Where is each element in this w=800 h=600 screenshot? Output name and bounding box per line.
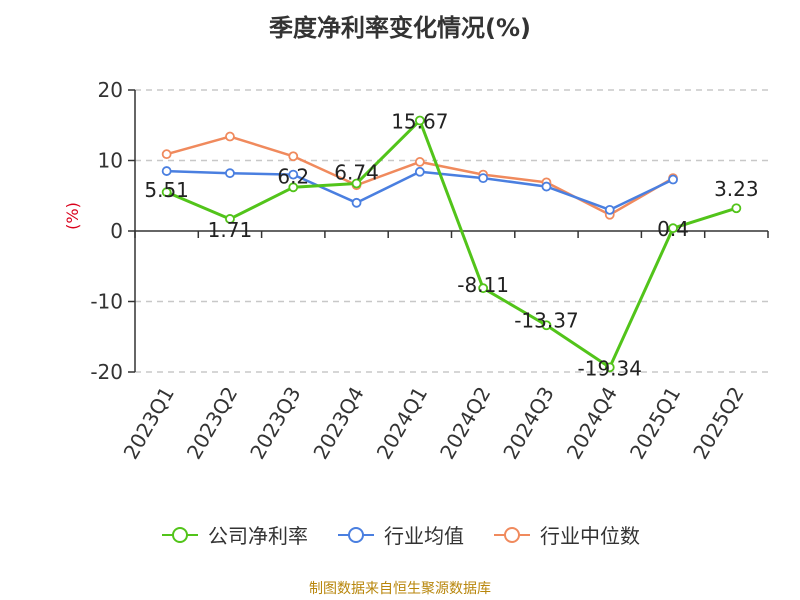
y-tick-label: 10 (98, 149, 123, 173)
data-point (351, 197, 362, 208)
data-label: 6.2 (277, 164, 309, 188)
data-point (161, 187, 172, 198)
data-label: -19.34 (578, 356, 642, 380)
data-label: 3.23 (714, 177, 759, 201)
data-label-layer: 5.51 1.71 6.2 6.74 15.67 -8.11-13.37-19.34 0.4… (144, 110, 758, 381)
data-point (414, 115, 425, 126)
x-tick-label: 2023Q4 (308, 383, 368, 464)
legend-label-industry-mean: 行业均值 (384, 524, 464, 548)
x-tick-label: 2024Q4 (562, 383, 622, 464)
data-point (668, 174, 678, 185)
data-point (478, 173, 489, 184)
data-point (478, 283, 489, 294)
legend-label-company: 公司净利率 (208, 524, 308, 548)
legend-item-industry-mean[interactable]: 行业均值 (336, 520, 464, 549)
data-point (414, 157, 425, 167)
data-point (225, 168, 235, 179)
legend-marker-industry-median (494, 526, 530, 543)
x-tick-label: 2023Q3 (245, 383, 305, 464)
legend-label-industry-median: 行业中位数 (540, 524, 640, 548)
data-point (288, 151, 299, 162)
chart-title: 季度净利率变化情况(%) (269, 14, 531, 42)
data-point (225, 131, 235, 142)
data-point (731, 203, 742, 214)
x-tick-label: 2024Q2 (435, 383, 495, 464)
legend-marker-industry-mean (338, 526, 374, 543)
y-tick-label: 20 (98, 78, 123, 102)
data-label: 6.74 (334, 160, 379, 184)
y-axis-label: (%) (63, 202, 82, 230)
legend-marker-company (162, 526, 198, 543)
data-point (604, 362, 615, 373)
data-point (351, 178, 362, 189)
data-point (668, 223, 678, 234)
source-note: 制图数据来自恒生聚源数据库 (309, 581, 491, 597)
series-layer (161, 115, 742, 373)
series-line-1 (166, 169, 674, 212)
data-label: -13.37 (514, 308, 578, 332)
data-label: 15.67 (391, 110, 448, 134)
data-label: 1.71 (208, 218, 253, 242)
data-point (161, 166, 172, 176)
y-tick-label: 0 (110, 219, 123, 243)
x-tick-label: 2024Q1 (372, 383, 432, 464)
x-tick-label: 2025Q1 (625, 383, 685, 464)
y-tick-label: -20 (90, 360, 123, 384)
data-point (604, 204, 615, 215)
data-point (288, 169, 299, 180)
x-tick-label: 2023Q2 (182, 383, 242, 464)
data-label: 0.4 (657, 217, 689, 241)
series-line-0 (166, 119, 737, 369)
data-label: 5.51 (144, 178, 189, 202)
legend-item-company[interactable]: 公司净利率 (160, 520, 308, 549)
x-tick-label: 2023Q1 (119, 383, 179, 464)
legend-item-industry-median[interactable]: 行业中位数 (492, 520, 640, 549)
data-point (541, 320, 552, 331)
x-tick-label: 2024Q3 (498, 383, 558, 464)
data-point (225, 214, 235, 224)
data-point (414, 166, 425, 177)
data-point (288, 182, 299, 193)
data-point (541, 181, 552, 192)
data-label: -8.11 (457, 273, 509, 297)
x-tick-label: 2025Q2 (688, 383, 748, 464)
data-point (161, 149, 172, 160)
y-tick-label: -10 (90, 290, 123, 314)
legend: 公司净利率 行业均值 行业中位数 (0, 520, 800, 549)
